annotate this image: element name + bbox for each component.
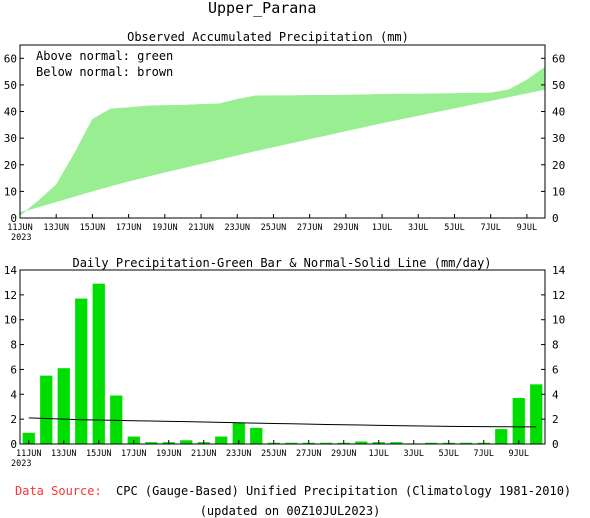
y-tick-label-left: 6	[10, 363, 17, 376]
data-source-text: CPC (Gauge-Based) Unified Precipitation …	[116, 484, 571, 498]
daily-bar-12JUN	[40, 375, 53, 444]
y-tick-label-left: 14	[4, 264, 18, 277]
daily-bar-20JUN	[180, 440, 193, 444]
x-tick-label: 25JUN	[261, 449, 287, 459]
daily-bar-24JUN	[250, 427, 263, 444]
y-tick-label-left: 10	[4, 314, 17, 327]
x-tick-label: 5JUL	[439, 449, 459, 459]
x-tick-label: 21JUN	[191, 449, 217, 459]
x-tick-label: 27JUN	[296, 449, 322, 459]
x-tick-label: 9JUL	[509, 449, 529, 459]
daily-bar-26JUN	[285, 442, 298, 444]
x-tick-label: 23JUN	[224, 223, 250, 233]
x-tick-label: 15JUN	[80, 223, 106, 233]
daily-bar-6JUL	[460, 442, 473, 444]
daily-bar-13JUN	[57, 368, 70, 444]
y-tick-label-left: 0	[10, 212, 17, 225]
x-tick-label: 7JUL	[480, 223, 500, 233]
daily-bar-28JUN	[320, 442, 333, 444]
x-tick-label: 27JUN	[297, 223, 323, 233]
y-tick-label-right: 0	[552, 438, 559, 451]
x-tick-label: 15JUN	[86, 449, 112, 459]
x-tick-label: 17JUN	[116, 223, 142, 233]
y-tick-label-right: 50	[552, 79, 565, 92]
x-tick-label: 3JUL	[408, 223, 428, 233]
x-year-label: 2023	[11, 459, 31, 469]
y-tick-label-right: 14	[552, 264, 566, 277]
y-tick-label-left: 50	[4, 79, 17, 92]
daily-bar-18JUN	[145, 442, 158, 444]
x-tick-label: 17JUN	[121, 449, 147, 459]
y-tick-label-left: 4	[10, 388, 17, 401]
y-tick-label-right: 30	[552, 132, 565, 145]
y-tick-label-right: 12	[552, 289, 565, 302]
x-tick-label: 1JUL	[372, 223, 392, 233]
y-tick-label-right: 8	[552, 339, 559, 352]
x-tick-label: 13JUN	[43, 223, 69, 233]
legend-below-normal: Below normal: brown	[36, 65, 173, 79]
x-year-label: 2023	[11, 233, 31, 243]
daily-bar-30JUN	[355, 441, 368, 444]
x-tick-label: 11JUN	[16, 449, 42, 459]
daily-bar-11JUN	[22, 432, 35, 444]
daily-bar-10JUL	[530, 384, 543, 444]
y-tick-label-right: 2	[552, 413, 559, 426]
y-tick-label-left: 30	[4, 132, 17, 145]
daily-bar-14JUN	[75, 298, 88, 444]
x-tick-label: 1JUL	[369, 449, 389, 459]
figure-title: Upper_Parana	[208, 0, 316, 17]
daily-bar-4JUL	[425, 442, 438, 444]
y-tick-label-right: 10	[552, 185, 565, 198]
y-tick-label-left: 20	[4, 159, 17, 172]
y-tick-label-left: 2	[10, 413, 17, 426]
daily-bar-9JUL	[512, 398, 525, 444]
plot-frame	[19, 269, 546, 445]
x-tick-label: 29JUN	[331, 449, 357, 459]
y-tick-label-right: 60	[552, 52, 565, 65]
daily-bar-8JUL	[495, 429, 508, 444]
daily-bar-16JUN	[110, 395, 123, 444]
y-tick-label-right: 0	[552, 212, 559, 225]
daily-bar-22JUN	[215, 436, 228, 444]
updated-text: (updated on 00Z10JUL2023)	[200, 504, 381, 518]
y-tick-label-left: 40	[4, 106, 17, 119]
y-tick-label-left: 8	[10, 339, 17, 352]
normal-daily-line	[28, 417, 537, 428]
x-tick-label: 9JUL	[517, 223, 537, 233]
x-tick-label: 23JUN	[226, 449, 252, 459]
y-tick-label-left: 60	[4, 52, 17, 65]
x-tick-label: 7JUL	[474, 449, 494, 459]
daily-bar-15JUN	[92, 283, 105, 444]
y-tick-label-right: 4	[552, 388, 559, 401]
x-tick-label: 21JUN	[188, 223, 214, 233]
daily-chart-title: Daily Precipitation-Green Bar & Normal-S…	[72, 256, 491, 270]
x-tick-label: 13JUN	[51, 449, 77, 459]
y-tick-label-left: 0	[10, 438, 17, 451]
accumulated-chart-title: Observed Accumulated Precipitation (mm)	[127, 30, 409, 44]
daily-bar-2JUL	[390, 442, 403, 444]
accumulated-plot: 0 0 10 10 20 20 30 30 40 40 50 50 60 60 11JUN 13JUN 15JU…	[4, 44, 565, 243]
daily-plot: 0 0 2 2 4 4 6 6 8 8 10 10 12 12 14 14 11JUN 13JUN 15JUN 17J…	[4, 264, 566, 469]
data-source-label: Data Source:	[15, 484, 102, 498]
x-tick-label: 5JUL	[444, 223, 464, 233]
observed-above-normal-area	[19, 66, 546, 217]
x-tick-label: 3JUL	[404, 449, 424, 459]
x-tick-label: 29JUN	[333, 223, 359, 233]
x-tick-label: 11JUN	[7, 223, 33, 233]
x-tick-label: 19JUN	[156, 449, 182, 459]
y-tick-label-right: 40	[552, 106, 565, 119]
plot-frame	[19, 44, 546, 219]
y-tick-label-left: 12	[4, 289, 17, 302]
daily-bar-23JUN	[232, 422, 245, 444]
y-tick-label-left: 10	[4, 185, 17, 198]
x-tick-label: 19JUN	[152, 223, 178, 233]
y-tick-label-right: 20	[552, 159, 565, 172]
x-tick-label: 25JUN	[261, 223, 287, 233]
legend-above-normal: Above normal: green	[36, 49, 173, 63]
y-tick-label-right: 6	[552, 363, 559, 376]
y-tick-label-right: 10	[552, 314, 565, 327]
